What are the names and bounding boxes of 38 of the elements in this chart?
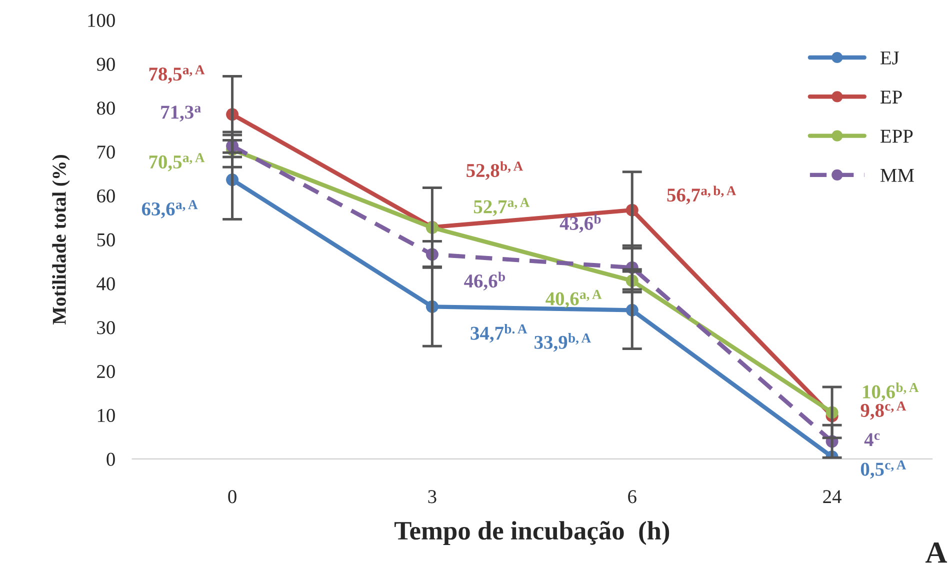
data-label: 52,7$^{a,A}$ [474,198,530,216]
y-axis-title: Motilidade total (%) [52,155,70,324]
y-tick-label: 40 [96,277,115,290]
y-tick-label: 100 [88,14,115,27]
data-label: 0,5$^{c,A}$ [860,460,906,479]
x-tick-label: 6 [628,490,636,504]
data-label: 9,8$^{c,A}$ [860,402,906,420]
y-tick-label: 0 [106,452,115,466]
data-label: 40,6$^{a,A}$ [546,290,602,308]
y-tick-label: 50 [97,233,115,246]
x-tick-label: 3 [428,490,436,504]
y-tick-label: 70 [98,146,115,159]
y-tick-label: 80 [96,102,115,115]
y-tick-label: 20 [97,365,115,378]
data-label: 10,6$^{b,A}$ [863,382,919,402]
y-tick-label: 10 [98,408,115,422]
x-tick-label: 0 [228,490,236,504]
data-label: 46,6$^{b}$ [464,272,505,290]
text: A [925,542,948,563]
y-tick-label: 90 [96,58,115,71]
legend-label: EJ [880,52,899,64]
legend-label: MM [880,168,914,182]
data-label: 34,7$^{b.A}$ [470,324,528,343]
x-tick-label: 24 [823,490,842,504]
data-label: 56,7$^{a,b,A}$ [667,186,736,204]
legend-label: EP [880,90,902,104]
data-label: 70,5$^{a,A}$ [149,153,205,172]
data-label: 71,3$^{a}$ [161,106,201,122]
data-label: 33,9$^{b,A}$ [534,333,591,352]
x-axis-title: Tempo de incubação (h) [394,521,670,546]
y-tick-label: 30 [97,321,115,334]
data-label: 63,6$^{a,A}$ [142,200,198,218]
data-label: 52,8$^{b,A}$ [466,161,523,180]
data-label: 4$^{c}$ [864,433,880,446]
data-label: 43,6$^{b}$ [560,214,601,233]
y-tick-label: 60 [97,189,115,203]
legend-label: EPP [880,130,913,143]
data-label: 78,5$^{a,A}$ [149,65,205,84]
